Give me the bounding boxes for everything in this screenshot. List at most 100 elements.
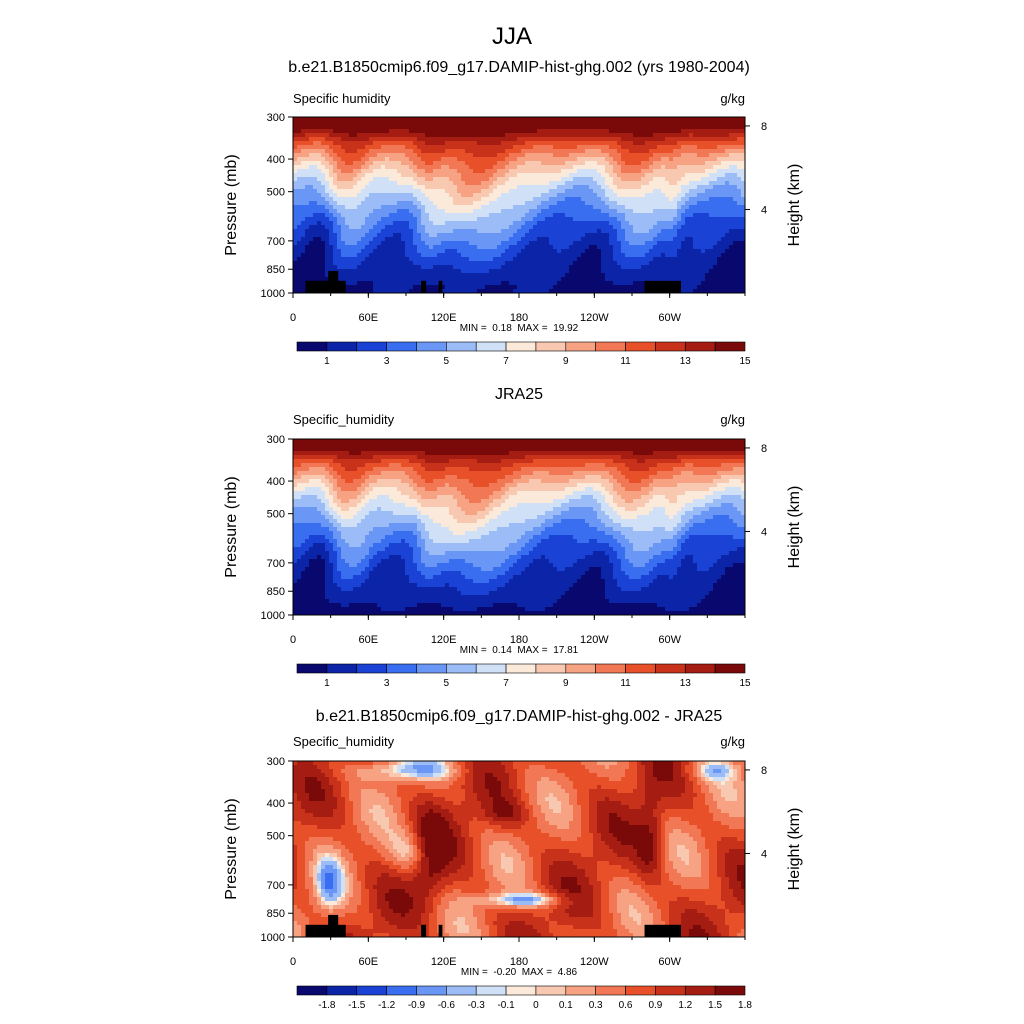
contour-cell — [673, 209, 678, 214]
contour-cell — [317, 213, 322, 218]
contour-cell — [381, 285, 386, 290]
contour-cell — [613, 117, 618, 122]
contour-cell — [381, 157, 386, 162]
contour-cell — [629, 245, 634, 250]
contour-cell — [537, 153, 542, 158]
contour-cell — [625, 169, 630, 174]
contour-cell — [429, 265, 434, 270]
contour-cell — [577, 165, 582, 170]
contour-cell — [485, 237, 490, 242]
contour-cell — [381, 289, 386, 293]
contour-cell — [609, 185, 614, 190]
contour-cell — [409, 165, 414, 170]
contour-cell — [721, 213, 726, 218]
contour-cell — [349, 181, 354, 186]
contour-cell — [381, 173, 386, 178]
contour-cell — [697, 249, 702, 254]
contour-cell — [441, 237, 446, 242]
contour-cell — [661, 237, 666, 242]
contour-cell — [549, 149, 554, 154]
contour-cell — [613, 165, 618, 170]
contour-cell — [453, 221, 458, 226]
contour-cell — [657, 137, 662, 142]
contour-cell — [341, 245, 346, 250]
contour-cell — [529, 265, 534, 270]
contour-cell — [617, 209, 622, 214]
contour-cell — [605, 281, 610, 286]
contour-cell — [641, 241, 646, 246]
contour-cell — [601, 273, 606, 278]
contour-cell — [661, 221, 666, 226]
contour-cell — [413, 217, 418, 222]
contour-cell — [677, 269, 682, 274]
contour-cell — [633, 273, 638, 278]
contour-cell — [485, 189, 490, 194]
contour-cell — [581, 177, 586, 182]
contour-cell — [541, 253, 546, 258]
contour-cell — [341, 237, 346, 242]
contour-cell — [473, 221, 478, 226]
contour-cell — [565, 121, 570, 126]
contour-cell — [561, 193, 566, 198]
contour-cell — [621, 261, 626, 266]
contour-cell — [493, 289, 498, 293]
contour-cell — [357, 193, 362, 198]
contour-cell — [397, 273, 402, 278]
contour-cell — [337, 221, 342, 226]
contour-cell — [401, 145, 406, 150]
contour-cell — [673, 233, 678, 238]
contour-cell — [401, 269, 406, 274]
contour-cell — [485, 177, 490, 182]
contour-cell — [553, 161, 558, 166]
contour-cell — [429, 117, 434, 122]
contour-cell — [341, 205, 346, 210]
contour-cell — [581, 161, 586, 166]
contour-cell — [505, 257, 510, 262]
contour-cell — [537, 201, 542, 206]
contour-cell — [565, 141, 570, 146]
contour-cell — [393, 165, 398, 170]
contour-cell — [453, 213, 458, 218]
contour-cell — [629, 285, 634, 290]
contour-cell — [569, 209, 574, 214]
contour-cell — [317, 249, 322, 254]
contour-cell — [569, 205, 574, 210]
contour-cell — [601, 285, 606, 290]
contour-cell — [545, 117, 550, 122]
contour-cell — [593, 181, 598, 186]
contour-cell — [741, 249, 745, 254]
contour-cell — [729, 169, 734, 174]
contour-cell — [501, 225, 506, 230]
contour-cell — [657, 197, 662, 202]
contour-cell — [473, 213, 478, 218]
contour-cell — [621, 225, 626, 230]
contour-cell — [641, 181, 646, 186]
contour-cell — [741, 205, 745, 210]
contour-cell — [381, 141, 386, 146]
contour-cell — [461, 221, 466, 226]
contour-cell — [497, 181, 502, 186]
contour-cell — [513, 249, 518, 254]
contour-cell — [521, 125, 526, 130]
contour-cell — [485, 153, 490, 158]
contour-cell — [729, 213, 734, 218]
contour-cell — [493, 253, 498, 258]
contour-cell — [633, 197, 638, 202]
contour-cell — [573, 185, 578, 190]
contour-cell — [537, 169, 542, 174]
contour-cell — [341, 137, 346, 142]
contour-cell — [373, 253, 378, 258]
contour-cell — [409, 265, 414, 270]
contour-cell — [465, 289, 470, 293]
contour-cell — [369, 265, 374, 270]
contour-cell — [545, 253, 550, 258]
contour-cell — [493, 117, 498, 122]
contour-cell — [649, 273, 654, 278]
contour-cell — [389, 145, 394, 150]
contour-cell — [321, 201, 326, 206]
contour-cell — [405, 257, 410, 262]
contour-cell — [573, 133, 578, 138]
contour-cell — [377, 121, 382, 126]
contour-cell — [385, 225, 390, 230]
contour-cell — [625, 117, 630, 122]
